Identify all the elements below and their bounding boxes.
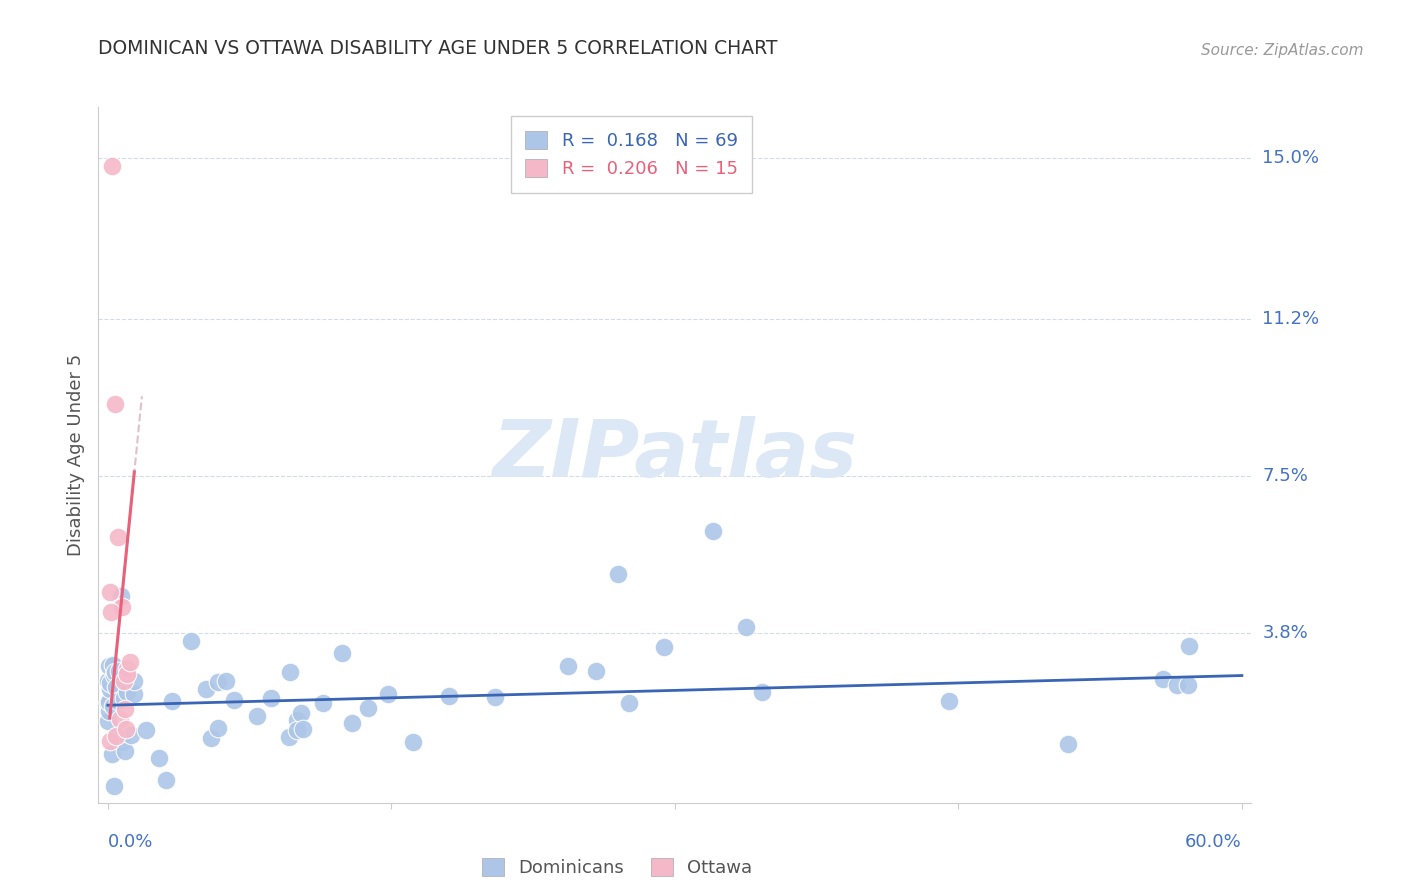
Point	[111, 735, 134, 749]
Point	[98, 585, 121, 599]
Point	[115, 667, 138, 681]
Point	[617, 696, 640, 710]
Point	[278, 731, 301, 745]
Point	[108, 712, 131, 726]
Point	[111, 730, 134, 744]
Text: DOMINICAN VS OTTAWA DISABILITY AGE UNDER 5 CORRELATION CHART: DOMINICAN VS OTTAWA DISABILITY AGE UNDER…	[98, 39, 778, 58]
Point	[101, 699, 124, 714]
Point	[120, 655, 142, 669]
Point	[734, 620, 756, 634]
Point	[104, 665, 127, 680]
Text: 15.0%: 15.0%	[1263, 149, 1319, 167]
Point	[112, 674, 135, 689]
Point	[285, 723, 308, 738]
Point	[222, 692, 245, 706]
Point	[155, 772, 177, 787]
Y-axis label: Disability Age Under 5: Disability Age Under 5	[66, 354, 84, 556]
Legend: Dominicans, Ottawa: Dominicans, Ottawa	[475, 850, 759, 884]
Point	[148, 751, 170, 765]
Point	[103, 658, 125, 673]
Point	[290, 706, 312, 721]
Point	[97, 704, 120, 718]
Point	[330, 647, 353, 661]
Point	[292, 723, 315, 737]
Point	[751, 684, 773, 698]
Point	[607, 566, 630, 581]
Point	[246, 708, 269, 723]
Point	[107, 530, 129, 544]
Point	[1057, 738, 1080, 752]
Point	[402, 735, 425, 749]
Point	[207, 721, 229, 735]
Point	[207, 675, 229, 690]
Point	[312, 696, 335, 710]
Point	[377, 687, 399, 701]
Point	[104, 730, 127, 744]
Point	[104, 397, 127, 411]
Point	[110, 599, 132, 614]
Point	[215, 673, 238, 688]
Point	[110, 589, 132, 603]
Point	[98, 695, 121, 709]
Point	[104, 681, 127, 695]
Point	[160, 693, 183, 707]
Point	[200, 731, 222, 746]
Text: 60.0%: 60.0%	[1185, 833, 1241, 851]
Point	[484, 690, 506, 705]
Point	[340, 716, 363, 731]
Point	[117, 685, 139, 699]
Point	[280, 665, 302, 680]
Point	[357, 701, 380, 715]
Text: 0.0%: 0.0%	[108, 833, 153, 851]
Point	[180, 634, 202, 648]
Point	[124, 673, 146, 688]
Point	[1178, 639, 1201, 653]
Point	[98, 659, 121, 673]
Point	[100, 160, 122, 174]
Point	[285, 713, 308, 727]
Point	[114, 744, 136, 758]
Point	[101, 747, 124, 762]
Point	[260, 690, 283, 705]
Point	[1177, 678, 1199, 692]
Point	[107, 694, 129, 708]
Point	[557, 658, 579, 673]
Point	[1152, 673, 1174, 687]
Text: 7.5%: 7.5%	[1263, 467, 1309, 485]
Point	[437, 689, 460, 703]
Point	[120, 728, 142, 742]
Point	[115, 663, 138, 677]
Point	[100, 605, 122, 619]
Point	[98, 676, 121, 690]
Point	[122, 687, 145, 701]
Point	[97, 696, 120, 710]
Point	[97, 673, 120, 688]
Point	[1166, 678, 1188, 692]
Point	[194, 682, 217, 697]
Point	[702, 524, 724, 539]
Point	[135, 723, 157, 737]
Point	[652, 640, 675, 654]
Point	[112, 690, 135, 705]
Point	[585, 664, 607, 678]
Point	[938, 694, 960, 708]
Text: 3.8%: 3.8%	[1263, 624, 1308, 642]
Point	[105, 730, 128, 744]
Text: 11.2%: 11.2%	[1263, 310, 1320, 328]
Point	[97, 695, 120, 709]
Point	[100, 734, 122, 748]
Point	[103, 667, 125, 681]
Point	[97, 714, 120, 728]
Text: ZIPatlas: ZIPatlas	[492, 416, 858, 494]
Point	[114, 702, 136, 716]
Point	[108, 664, 131, 678]
Point	[114, 722, 136, 736]
Point	[103, 779, 125, 793]
Point	[98, 682, 121, 697]
Text: Source: ZipAtlas.com: Source: ZipAtlas.com	[1201, 43, 1364, 58]
